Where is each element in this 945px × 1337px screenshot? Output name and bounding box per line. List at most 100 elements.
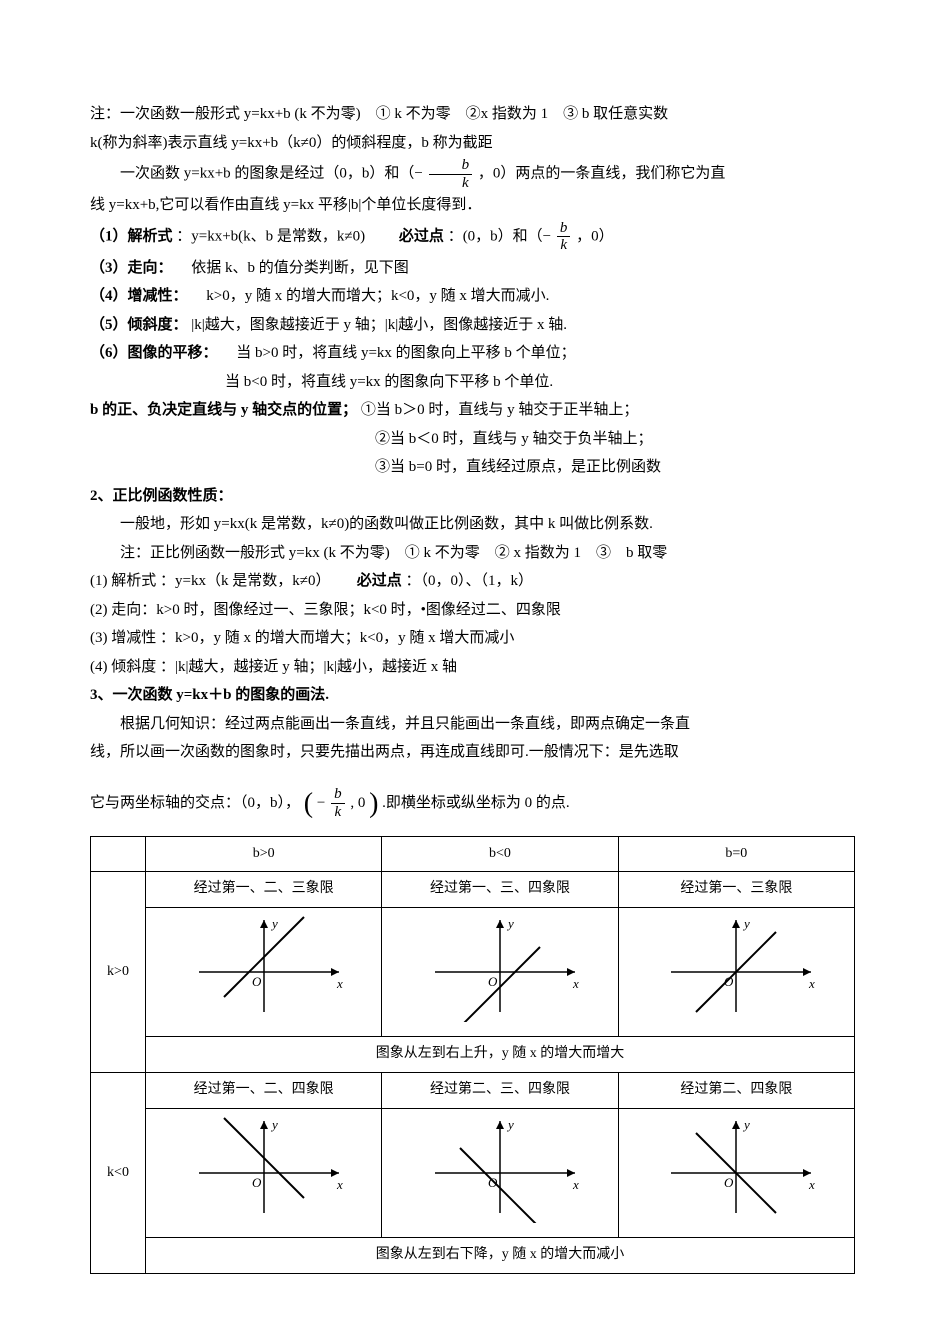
note-line-1: 注：一次函数一般形式 y=kx+b (k 不为零) ① k 不为零 ②x 指数为… [90, 100, 855, 129]
label: b 的正、负决定直线与 y 轴交点的位置； [90, 402, 357, 418]
quad-cell: 经过第二、四象限 [618, 1073, 854, 1109]
label: (4) 倾斜度 [90, 659, 156, 675]
paren-right-icon: ) [369, 788, 378, 819]
graph-cell: O x y [146, 1108, 382, 1238]
row-label-kpos: k>0 [91, 872, 146, 1073]
sec2-p3: (3) 增减性 ：k>0，y 随 x 的增大而增大；k<0，y 随 x 增大而减… [90, 624, 855, 653]
sec3-l3: 它与两坐标轴的交点：（0，b）， ( − b k , 0 ) .即横坐标或纵坐标… [90, 777, 855, 830]
svg-text:y: y [742, 1117, 750, 1132]
svg-text:x: x [808, 976, 815, 991]
prop-3: （3）走向： 依据 k、b 的值分类判断，见下图 [90, 254, 855, 283]
text: ：(0，b）和（− [448, 228, 551, 244]
denominator: k [557, 237, 571, 254]
prop-b-sign-2: ②当 b＜0 时，直线与 y 轴交于负半轴上； [90, 425, 855, 454]
table-row: b>0 b<0 b=0 [91, 836, 855, 872]
table-row: k<0 经过第一、二、四象限 经过第二、三、四象限 经过第二、四象限 [91, 1073, 855, 1109]
section-2-title: 2、正比例函数性质： [90, 482, 855, 511]
svg-text:O: O [724, 1175, 734, 1190]
sec2-l2: 注：正比例函数一般形式 y=kx (k 不为零) ① k 不为零 ② x 指数为… [90, 539, 855, 568]
graph-cell: O x y [618, 907, 854, 1037]
graph-cell: O x y [618, 1108, 854, 1238]
sec2-p4: (4) 倾斜度 ：|k|越大，越接近 y 轴；|k|越小，越接近 x 轴 [90, 653, 855, 682]
label: （6）图像的平移： [90, 345, 218, 361]
text: ：（0，0）、（1，k） [405, 573, 533, 589]
fraction-b-over-k: b k [331, 786, 345, 820]
svg-text:x: x [572, 1177, 579, 1192]
prop-b-sign: b 的正、负决定直线与 y 轴交点的位置； ①当 b＞0 时，直线与 y 轴交于… [90, 396, 855, 425]
svg-text:y: y [506, 916, 514, 931]
fraction-b-over-k: b k [557, 220, 571, 254]
section-3-title: 3、一次函数 y=kx＋b 的图象的画法. [90, 681, 855, 710]
numerator: b [557, 220, 571, 238]
quad-cell: 经过第一、三、四象限 [382, 872, 618, 908]
text: 依据 k、b 的值分类判断，见下图 [176, 260, 409, 276]
label: （4）增减性： [90, 288, 188, 304]
quad-cell: 经过第一、二、三象限 [146, 872, 382, 908]
prop-6b: 当 b<0 时，将直线 y=kx 的图象向下平移 b 个单位. [90, 368, 855, 397]
row-label-kneg: k<0 [91, 1073, 146, 1274]
text: 一次函数 y=kx+b 的图象是经过（0，b）和（− [120, 165, 423, 181]
text: ，0）两点的一条直线，我们称它为直 [478, 165, 726, 181]
text: ：y=kx+b(k、b 是常数，k≠0) [176, 228, 395, 244]
graph-cell: O x y [382, 907, 618, 1037]
prop-b-sign-3: ③当 b=0 时，直线经过原点，是正比例函数 [90, 453, 855, 482]
sec2-l1: 一般地，形如 y=kx(k 是常数，k≠0)的函数叫做正比例函数，其中 k 叫做… [90, 510, 855, 539]
svg-text:x: x [336, 976, 343, 991]
graph-cell: O x y [146, 907, 382, 1037]
quad-cell: 经过第二、三、四象限 [382, 1073, 618, 1109]
label: （3）走向： [90, 260, 173, 276]
col-header: b=0 [618, 836, 854, 872]
quad-cell: 经过第一、二、四象限 [146, 1073, 382, 1109]
svg-text:y: y [270, 916, 278, 931]
label: (1) 解析式 [90, 573, 156, 589]
label: 必过点 [357, 573, 402, 589]
svg-text:O: O [252, 1175, 262, 1190]
col-header: b>0 [146, 836, 382, 872]
svg-text:y: y [506, 1117, 514, 1132]
summary-cell: 图象从左到右上升，y 随 x 的增大而增大 [146, 1037, 855, 1073]
comma-zero: , 0 [350, 795, 365, 811]
text: 当 b<0 时，将直线 y=kx 的图象向下平移 b 个单位. [225, 374, 553, 390]
denominator: k [429, 175, 473, 192]
table-row: O x y O x y O x y [91, 1108, 855, 1238]
label: (3) 增减性 [90, 630, 156, 646]
note-line-2: k(称为斜率)表示直线 y=kx+b（k≠0）的倾斜程度，b 称为截距 [90, 129, 855, 158]
blank-cell [91, 836, 146, 872]
svg-text:y: y [270, 1117, 278, 1132]
label: （5）倾斜度： [90, 317, 188, 333]
prop-6: （6）图像的平移： 当 b>0 时，将直线 y=kx 的图象向上平移 b 个单位… [90, 339, 855, 368]
shift-line: 线 y=kx+b,它可以看作由直线 y=kx 平移|b|个单位长度得到． [90, 191, 855, 220]
text: .即横坐标或纵坐标为 0 的点. [382, 795, 570, 811]
sec3-l2: 线，所以画一次函数的图象时，只要先描出两点，再连成直线即可.一般情况下：是先选取 [90, 738, 855, 767]
svg-text:x: x [336, 1177, 343, 1192]
svg-text:x: x [808, 1177, 815, 1192]
through-points: 一次函数 y=kx+b 的图象是经过（0，b）和（− b k ，0）两点的一条直… [90, 157, 855, 191]
text: ：|k|越大，越接近 y 轴；|k|越小，越接近 x 轴 [160, 659, 457, 675]
text: k>0，y 随 x 的增大而增大；k<0，y 随 x 增大而减小. [191, 288, 549, 304]
sec2-p2: (2) 走向：k>0 时，图像经过一、三象限；k<0 时，•图像经过二、四象限 [90, 596, 855, 625]
numerator: b [331, 786, 345, 804]
paren-left-icon: ( [304, 788, 313, 819]
col-header: b<0 [382, 836, 618, 872]
table-row: 图象从左到右上升，y 随 x 的增大而增大 [91, 1037, 855, 1073]
minus: − [317, 795, 325, 811]
label: 必过点 [399, 228, 444, 244]
svg-text:O: O [488, 974, 498, 989]
numerator: b [429, 157, 473, 175]
prop-5: （5）倾斜度： |k|越大，图象越接近于 y 轴；|k|越小，图像越接近于 x … [90, 311, 855, 340]
label: （1）解析式 [90, 228, 173, 244]
table-row: 图象从左到右下降，y 随 x 的增大而减小 [91, 1238, 855, 1274]
sec3-l1: 根据几何知识：经过两点能画出一条直线，并且只能画出一条直线，即两点确定一条直 [90, 710, 855, 739]
text: 它与两坐标轴的交点：（0，b）， [90, 795, 300, 811]
svg-text:y: y [742, 916, 750, 931]
table-row: O x y O x y O x y [91, 907, 855, 1037]
graph-table: b>0 b<0 b=0 k>0 经过第一、二、三象限 经过第一、三、四象限 经过… [90, 836, 855, 1274]
text: ：k>0，y 随 x 的增大而增大；k<0，y 随 x 增大而减小 [160, 630, 514, 646]
graph-cell: O x y [382, 1108, 618, 1238]
text: ，0） [576, 228, 614, 244]
quad-cell: 经过第一、三象限 [618, 872, 854, 908]
text: 当 b>0 时，将直线 y=kx 的图象向上平移 b 个单位； [221, 345, 575, 361]
text: |k|越大，图象越接近于 y 轴；|k|越小，图像越接近于 x 轴. [191, 317, 567, 333]
text: ：y=kx（k 是常数，k≠0） [160, 573, 353, 589]
svg-text:x: x [572, 976, 579, 991]
